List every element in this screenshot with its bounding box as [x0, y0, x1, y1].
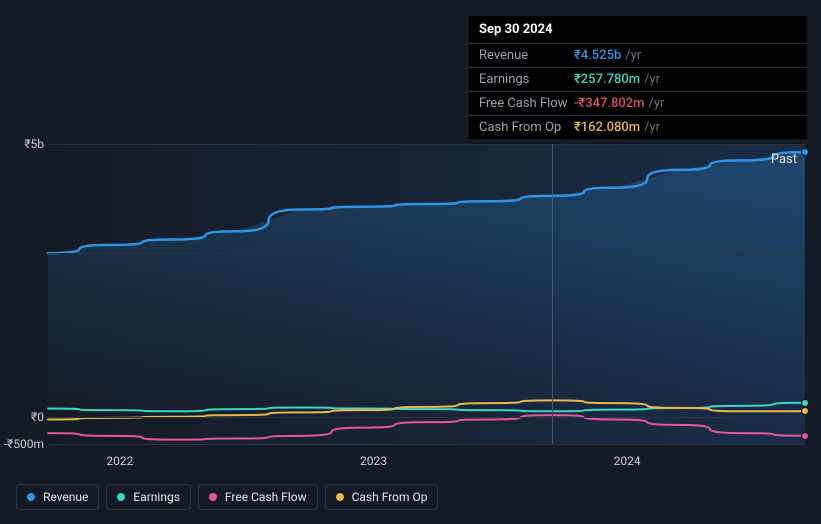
series-endpoint-dot: [801, 148, 809, 156]
series-endpoint-dot: [801, 399, 809, 407]
tooltip-metric-label: Free Cash Flow: [479, 96, 574, 111]
legend-label: Earnings: [133, 490, 180, 504]
legend-item[interactable]: Free Cash Flow: [198, 484, 318, 510]
tooltip-metric-label: Revenue: [479, 48, 574, 63]
y-axis-label: ₹5b: [24, 137, 44, 151]
tooltip-row: Cash From Op₹162.080m/yr: [469, 115, 807, 139]
grid-line: [48, 444, 805, 445]
legend-dot-icon: [336, 493, 344, 501]
x-axis: 2022 2023 2024: [48, 454, 805, 474]
tooltip-metric-unit: /yr: [648, 96, 664, 111]
y-axis-label: ₹0: [31, 410, 44, 424]
tooltip-row: Earnings₹257.780m/yr: [469, 67, 807, 91]
x-axis-label: 2024: [614, 454, 641, 468]
revenue-area: [48, 152, 805, 417]
legend: Revenue Earnings Free Cash Flow Cash From O…: [16, 484, 438, 510]
tooltip-row: Revenue₹4.525b/yr: [469, 43, 807, 67]
tooltip-metric-value: ₹162.080m: [574, 120, 640, 135]
chart-container: Sep 30 2024 Revenue₹4.525b/yrEarnings₹25…: [0, 0, 821, 524]
tooltip-row: Free Cash Flow-₹347.802m/yr: [469, 91, 807, 115]
legend-dot-icon: [117, 493, 125, 501]
legend-dot-icon: [209, 493, 217, 501]
y-axis-label: -₹500m: [4, 437, 44, 451]
grid-line: [48, 144, 805, 145]
grid-line: [48, 253, 805, 254]
legend-item[interactable]: Cash From Op: [325, 484, 439, 510]
tooltip-metric-label: Cash From Op: [479, 120, 574, 135]
series-endpoint-dot: [801, 407, 809, 415]
tooltip-date: Sep 30 2024: [469, 16, 807, 43]
chart-svg: [48, 144, 805, 444]
tooltip-metric-value: -₹347.802m: [574, 96, 644, 111]
legend-item[interactable]: Earnings: [106, 484, 191, 510]
data-tooltip: Sep 30 2024 Revenue₹4.525b/yrEarnings₹25…: [469, 16, 807, 139]
grid-line: [48, 417, 805, 418]
tooltip-metric-value: ₹257.780m: [574, 72, 640, 87]
chart-plot-area: Past ₹5b₹0-₹500m: [48, 144, 805, 444]
tooltip-metric-value: ₹4.525b: [574, 48, 621, 63]
tooltip-metric-unit: /yr: [644, 120, 660, 135]
legend-label: Cash From Op: [352, 490, 428, 504]
past-label: Past: [771, 152, 797, 167]
tooltip-metric-unit: /yr: [644, 72, 660, 87]
hover-marker-line: [552, 144, 553, 444]
legend-dot-icon: [27, 493, 35, 501]
series-line: [48, 415, 805, 440]
series-endpoint-dot: [801, 432, 809, 440]
legend-label: Revenue: [43, 490, 88, 504]
tooltip-metric-unit: /yr: [625, 48, 641, 63]
legend-item[interactable]: Revenue: [16, 484, 99, 510]
x-axis-label: 2023: [360, 454, 387, 468]
tooltip-metric-label: Earnings: [479, 72, 574, 87]
legend-label: Free Cash Flow: [225, 490, 307, 504]
tooltip-rows: Revenue₹4.525b/yrEarnings₹257.780m/yrFre…: [469, 43, 807, 139]
x-axis-label: 2022: [106, 454, 133, 468]
